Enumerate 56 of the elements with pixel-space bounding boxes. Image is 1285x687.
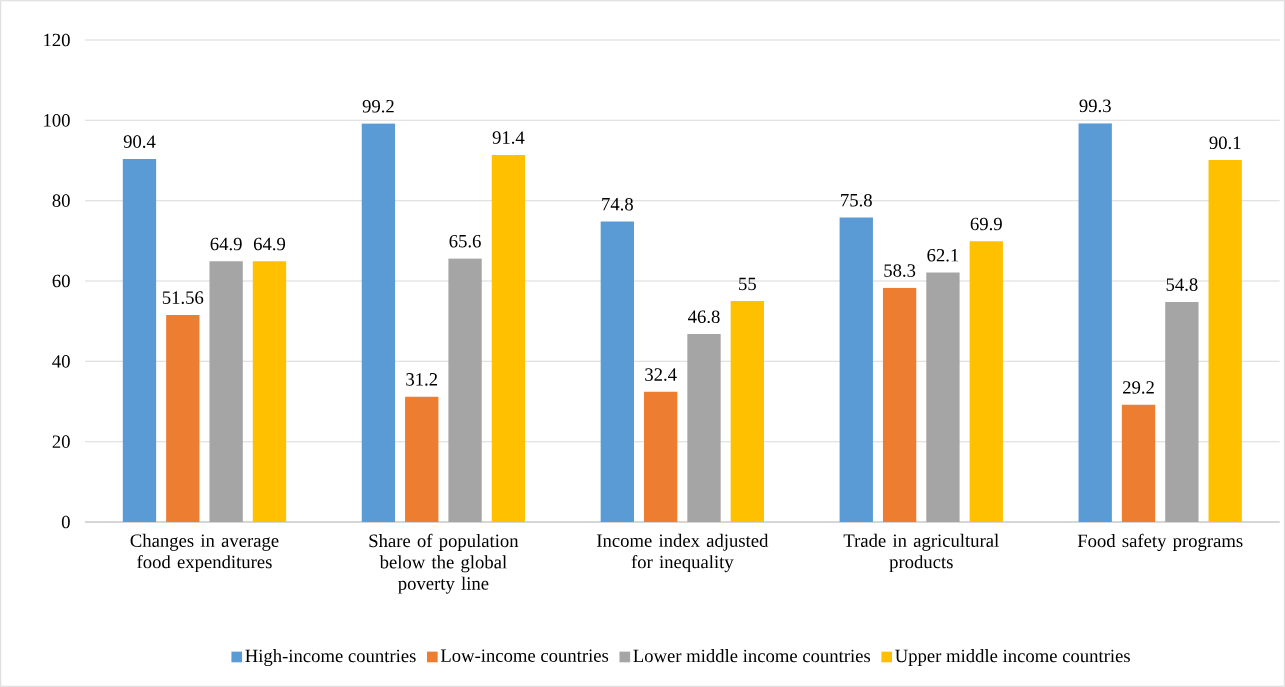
data-label: 64.9 — [253, 237, 286, 251]
bar — [1121, 404, 1156, 522]
y-tick-label: 80 — [52, 194, 70, 207]
x-tick-label: Trade in agricultural products — [843, 533, 999, 573]
y-tick-label: 120 — [44, 33, 70, 47]
data-label: 99.3 — [1079, 99, 1111, 113]
bar — [969, 241, 1003, 522]
bar — [1078, 123, 1112, 522]
data-label: 46.8 — [688, 310, 720, 324]
data-label: 74.8 — [602, 197, 633, 211]
bar — [448, 258, 482, 522]
bar — [122, 158, 157, 522]
bar — [361, 123, 396, 522]
data-label: 55 — [739, 277, 756, 291]
data-label: 32.4 — [645, 368, 677, 381]
x-tick-label: Food safety programs — [1077, 533, 1243, 551]
legend-label: Low-income countries — [440, 649, 609, 662]
bar — [1165, 301, 1199, 522]
data-label: 58.3 — [884, 264, 916, 277]
legend-label: Upper middle income countries — [895, 649, 1130, 667]
data-label: 31.2 — [406, 373, 438, 386]
bar — [730, 301, 764, 522]
bar — [882, 287, 917, 522]
data-label: 29.2 — [1123, 381, 1154, 394]
y-tick-label: 40 — [52, 355, 70, 368]
y-tick-label: 100 — [44, 114, 70, 127]
bar — [1208, 160, 1242, 522]
bar — [491, 154, 526, 522]
bar — [687, 334, 721, 522]
data-label: 51.56 — [162, 291, 204, 304]
bar — [405, 396, 439, 522]
data-label: 64.9 — [210, 237, 242, 251]
bar — [209, 261, 243, 522]
data-label: 90.1 — [1209, 136, 1241, 150]
x-tick-label: Share of population below the global poverty line — [369, 533, 519, 594]
bar — [839, 217, 873, 522]
bar — [600, 221, 634, 522]
y-tick-label: 60 — [52, 274, 70, 288]
y-tick-label: 0 — [61, 515, 70, 529]
x-tick-label: Income index adjusted for inequality — [596, 533, 769, 573]
data-label: 99.2 — [362, 99, 394, 113]
bar — [926, 272, 960, 522]
x-tick-label: Changes in average food expenditures — [130, 533, 279, 573]
data-label: 69.9 — [970, 217, 1002, 231]
data-label: 54.8 — [1166, 278, 1198, 291]
data-label: 62.1 — [927, 249, 959, 262]
data-label: 65.6 — [449, 234, 481, 248]
bar — [644, 391, 678, 522]
bar — [166, 314, 200, 522]
data-label: 90.4 — [123, 135, 156, 148]
legend-label: High-income countries — [245, 649, 416, 667]
bar — [252, 261, 287, 522]
legend-label: Lower middle income countries — [633, 649, 871, 663]
data-label: 91.4 — [492, 131, 525, 144]
y-tick-label: 20 — [52, 435, 70, 448]
data-label: 75.8 — [841, 193, 872, 207]
